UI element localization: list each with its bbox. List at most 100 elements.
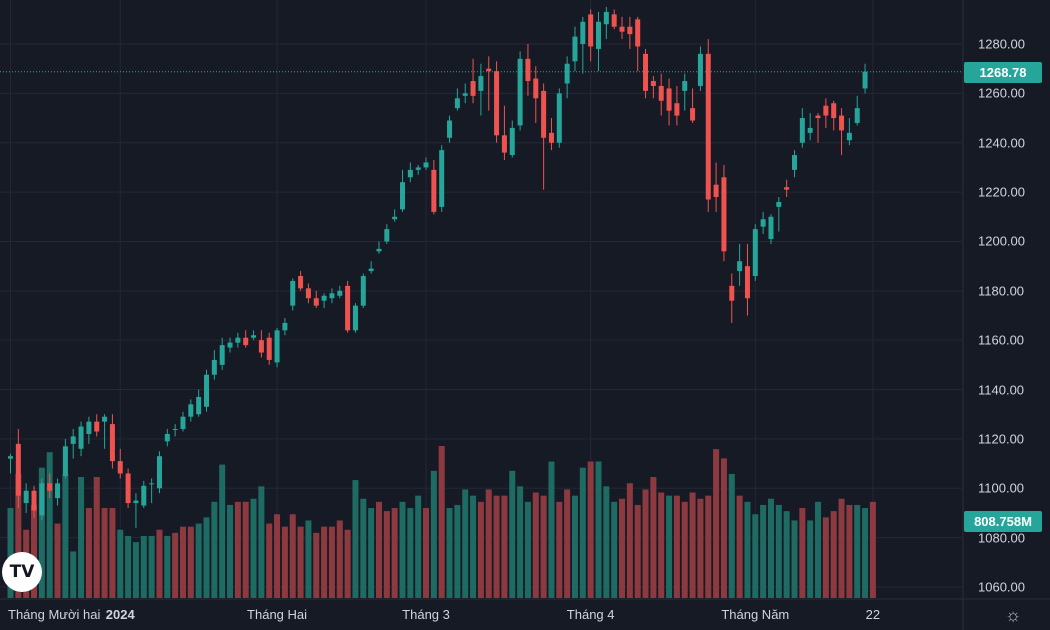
candle bbox=[227, 337, 233, 353]
candle-body bbox=[666, 88, 672, 111]
candle bbox=[533, 66, 539, 123]
candle-body bbox=[313, 298, 319, 306]
candle-body bbox=[415, 167, 421, 170]
volume-bar bbox=[164, 535, 171, 598]
candle-body bbox=[650, 81, 656, 86]
volume-bar bbox=[697, 498, 704, 598]
candle-body bbox=[784, 187, 790, 190]
candle-body bbox=[611, 14, 617, 27]
candle bbox=[784, 179, 790, 198]
candle bbox=[635, 16, 641, 72]
candle-body bbox=[486, 68, 492, 72]
candle-body bbox=[360, 276, 366, 306]
candle bbox=[564, 56, 570, 99]
volume-bar bbox=[579, 467, 586, 598]
volume-bar bbox=[454, 504, 461, 598]
volume-bar bbox=[391, 508, 398, 598]
volume-bar bbox=[93, 477, 100, 598]
candle-body bbox=[15, 443, 21, 496]
candle bbox=[737, 243, 743, 286]
volume-bar bbox=[524, 501, 531, 598]
candle bbox=[729, 273, 735, 323]
candle-body bbox=[227, 342, 233, 348]
volume-bar bbox=[611, 501, 618, 598]
volume-bar bbox=[70, 551, 77, 598]
tradingview-logo[interactable]: TV bbox=[2, 552, 42, 592]
volume-bar bbox=[619, 498, 626, 598]
volume-bar bbox=[274, 514, 281, 598]
candle-body bbox=[321, 295, 327, 301]
candle-body bbox=[588, 14, 594, 47]
volume-bar bbox=[344, 529, 351, 598]
candle bbox=[298, 271, 304, 291]
candle bbox=[384, 224, 390, 244]
volume-bar bbox=[485, 489, 492, 598]
volume-bar bbox=[62, 473, 69, 598]
volume-bar bbox=[336, 520, 343, 598]
volume-bar bbox=[85, 508, 92, 598]
candle-body bbox=[345, 285, 351, 331]
last-volume-badge: 808.758M bbox=[964, 511, 1042, 532]
candle-body bbox=[305, 288, 311, 299]
candle bbox=[39, 478, 45, 521]
candle bbox=[823, 98, 829, 128]
candle bbox=[854, 95, 860, 126]
candle-body bbox=[368, 268, 374, 272]
candle bbox=[454, 88, 460, 111]
volume-bar bbox=[713, 449, 720, 598]
volume-bar bbox=[423, 508, 430, 598]
candle-body bbox=[94, 421, 100, 432]
volume-bar bbox=[227, 504, 234, 598]
volume-bar bbox=[838, 498, 845, 598]
volume-bar bbox=[470, 495, 477, 598]
x-tick-label: Tháng Mười hai bbox=[8, 607, 101, 622]
y-tick-label: 1140.00 bbox=[978, 382, 1025, 398]
candle-body bbox=[55, 483, 61, 499]
volume-bar bbox=[846, 504, 853, 598]
candle bbox=[109, 414, 115, 469]
candle-body bbox=[509, 127, 515, 156]
candle-body bbox=[439, 150, 445, 207]
y-tick-label: 1200.00 bbox=[978, 233, 1025, 249]
candle bbox=[470, 58, 476, 104]
volume-bar bbox=[650, 477, 657, 598]
gear-icon[interactable]: ☼ bbox=[1004, 605, 1022, 625]
candle-body bbox=[846, 132, 852, 141]
candle bbox=[235, 332, 241, 348]
volume-bars bbox=[7, 446, 876, 598]
candle-body bbox=[744, 266, 750, 299]
candle bbox=[149, 478, 155, 504]
y-tick-label: 1220.00 bbox=[978, 184, 1025, 200]
volume-bar bbox=[673, 495, 680, 598]
y-tick-label: 1060.00 bbox=[978, 579, 1025, 595]
candle bbox=[760, 211, 766, 235]
y-tick-label: 1240.00 bbox=[978, 135, 1025, 151]
candle bbox=[117, 448, 123, 479]
volume-bar bbox=[242, 501, 249, 598]
volume-bar bbox=[556, 501, 563, 598]
candle-body bbox=[298, 276, 304, 289]
candle-body bbox=[658, 85, 664, 101]
candle-body bbox=[776, 201, 782, 207]
candle-body bbox=[149, 483, 155, 485]
candle-body bbox=[243, 337, 249, 346]
candle-body bbox=[125, 473, 131, 504]
volume-bar bbox=[830, 511, 837, 598]
volume-bar bbox=[728, 473, 735, 598]
candle bbox=[78, 421, 84, 457]
candle bbox=[62, 438, 68, 479]
candle-body bbox=[705, 53, 711, 200]
volume-bar bbox=[720, 458, 727, 598]
x-tick-label: Tháng 4 bbox=[566, 607, 615, 622]
candle bbox=[251, 330, 257, 341]
volume-bar bbox=[258, 486, 265, 598]
volume-bar bbox=[211, 501, 218, 598]
candle-body bbox=[674, 103, 680, 116]
candle bbox=[611, 9, 617, 30]
candle bbox=[282, 317, 288, 336]
volume-bar bbox=[681, 501, 688, 598]
candle bbox=[47, 473, 53, 499]
candle bbox=[439, 145, 445, 212]
volume-bar bbox=[783, 511, 790, 598]
